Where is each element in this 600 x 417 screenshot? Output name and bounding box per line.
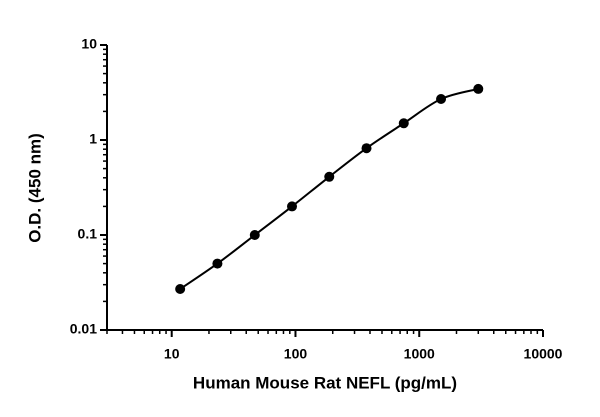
data-point <box>361 143 372 154</box>
data-point <box>436 94 447 105</box>
fit-curve <box>179 87 479 290</box>
y-tick-label: 1 <box>89 131 97 147</box>
x-tick-label: 10 <box>164 346 180 362</box>
y-tick-label: 0.1 <box>78 226 98 242</box>
data-point <box>249 230 260 240</box>
y-tick-label: 10 <box>81 36 97 52</box>
y-axis-title: O.D. (450 nm) <box>25 133 44 243</box>
x-tick-label: 100 <box>284 346 308 362</box>
data-point <box>324 171 335 182</box>
data-point <box>175 284 186 295</box>
data-point <box>287 201 298 212</box>
x-tick-label: 10000 <box>524 346 563 362</box>
data-point <box>212 258 223 269</box>
x-tick-label: 1000 <box>404 346 435 362</box>
x-axis-title: Human Mouse Rat NEFL (pg/mL) <box>193 373 457 392</box>
y-tick-label: 0.01 <box>70 321 97 337</box>
data-point <box>398 118 409 129</box>
data-point <box>473 83 484 94</box>
